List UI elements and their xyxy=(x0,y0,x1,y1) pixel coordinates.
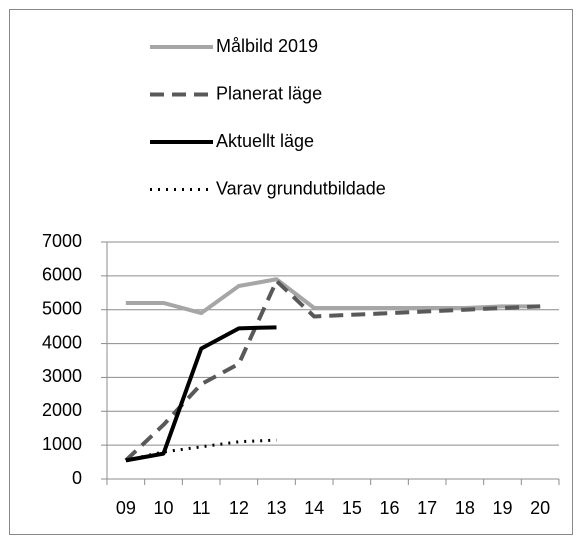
y-tick-label: 4000 xyxy=(42,332,82,352)
x-tick-label: 17 xyxy=(417,498,437,518)
legend-label: Varav grundutbildade xyxy=(216,178,386,198)
legend-label: Målbild 2019 xyxy=(216,36,318,56)
legend-label: Planerat läge xyxy=(216,83,322,103)
x-tick-label: 19 xyxy=(492,498,512,518)
y-tick-label: 5000 xyxy=(42,298,82,318)
series-line xyxy=(124,278,541,462)
x-tick-label: 18 xyxy=(455,498,475,518)
legend-label: Aktuellt läge xyxy=(216,131,314,151)
y-tick-label: 7000 xyxy=(42,231,82,251)
series-line xyxy=(125,438,277,462)
x-tick-label: 16 xyxy=(379,498,399,518)
x-tick-label: 12 xyxy=(229,498,249,518)
x-tick-label: 11 xyxy=(192,498,211,518)
y-tick-label: 2000 xyxy=(42,400,82,420)
x-tick-label: 13 xyxy=(266,498,286,518)
x-tick-label: 10 xyxy=(153,498,173,518)
y-tick-label: 3000 xyxy=(42,366,82,386)
x-tick-label: 15 xyxy=(342,498,362,518)
chart-border xyxy=(9,9,573,535)
x-tick-label: 20 xyxy=(530,498,550,518)
y-tick-label: 6000 xyxy=(42,265,82,285)
x-tick-label: 14 xyxy=(304,498,324,518)
y-tick-label: 0 xyxy=(72,468,82,488)
y-tick-label: 1000 xyxy=(42,434,82,454)
x-tick-label: 09 xyxy=(116,498,136,518)
